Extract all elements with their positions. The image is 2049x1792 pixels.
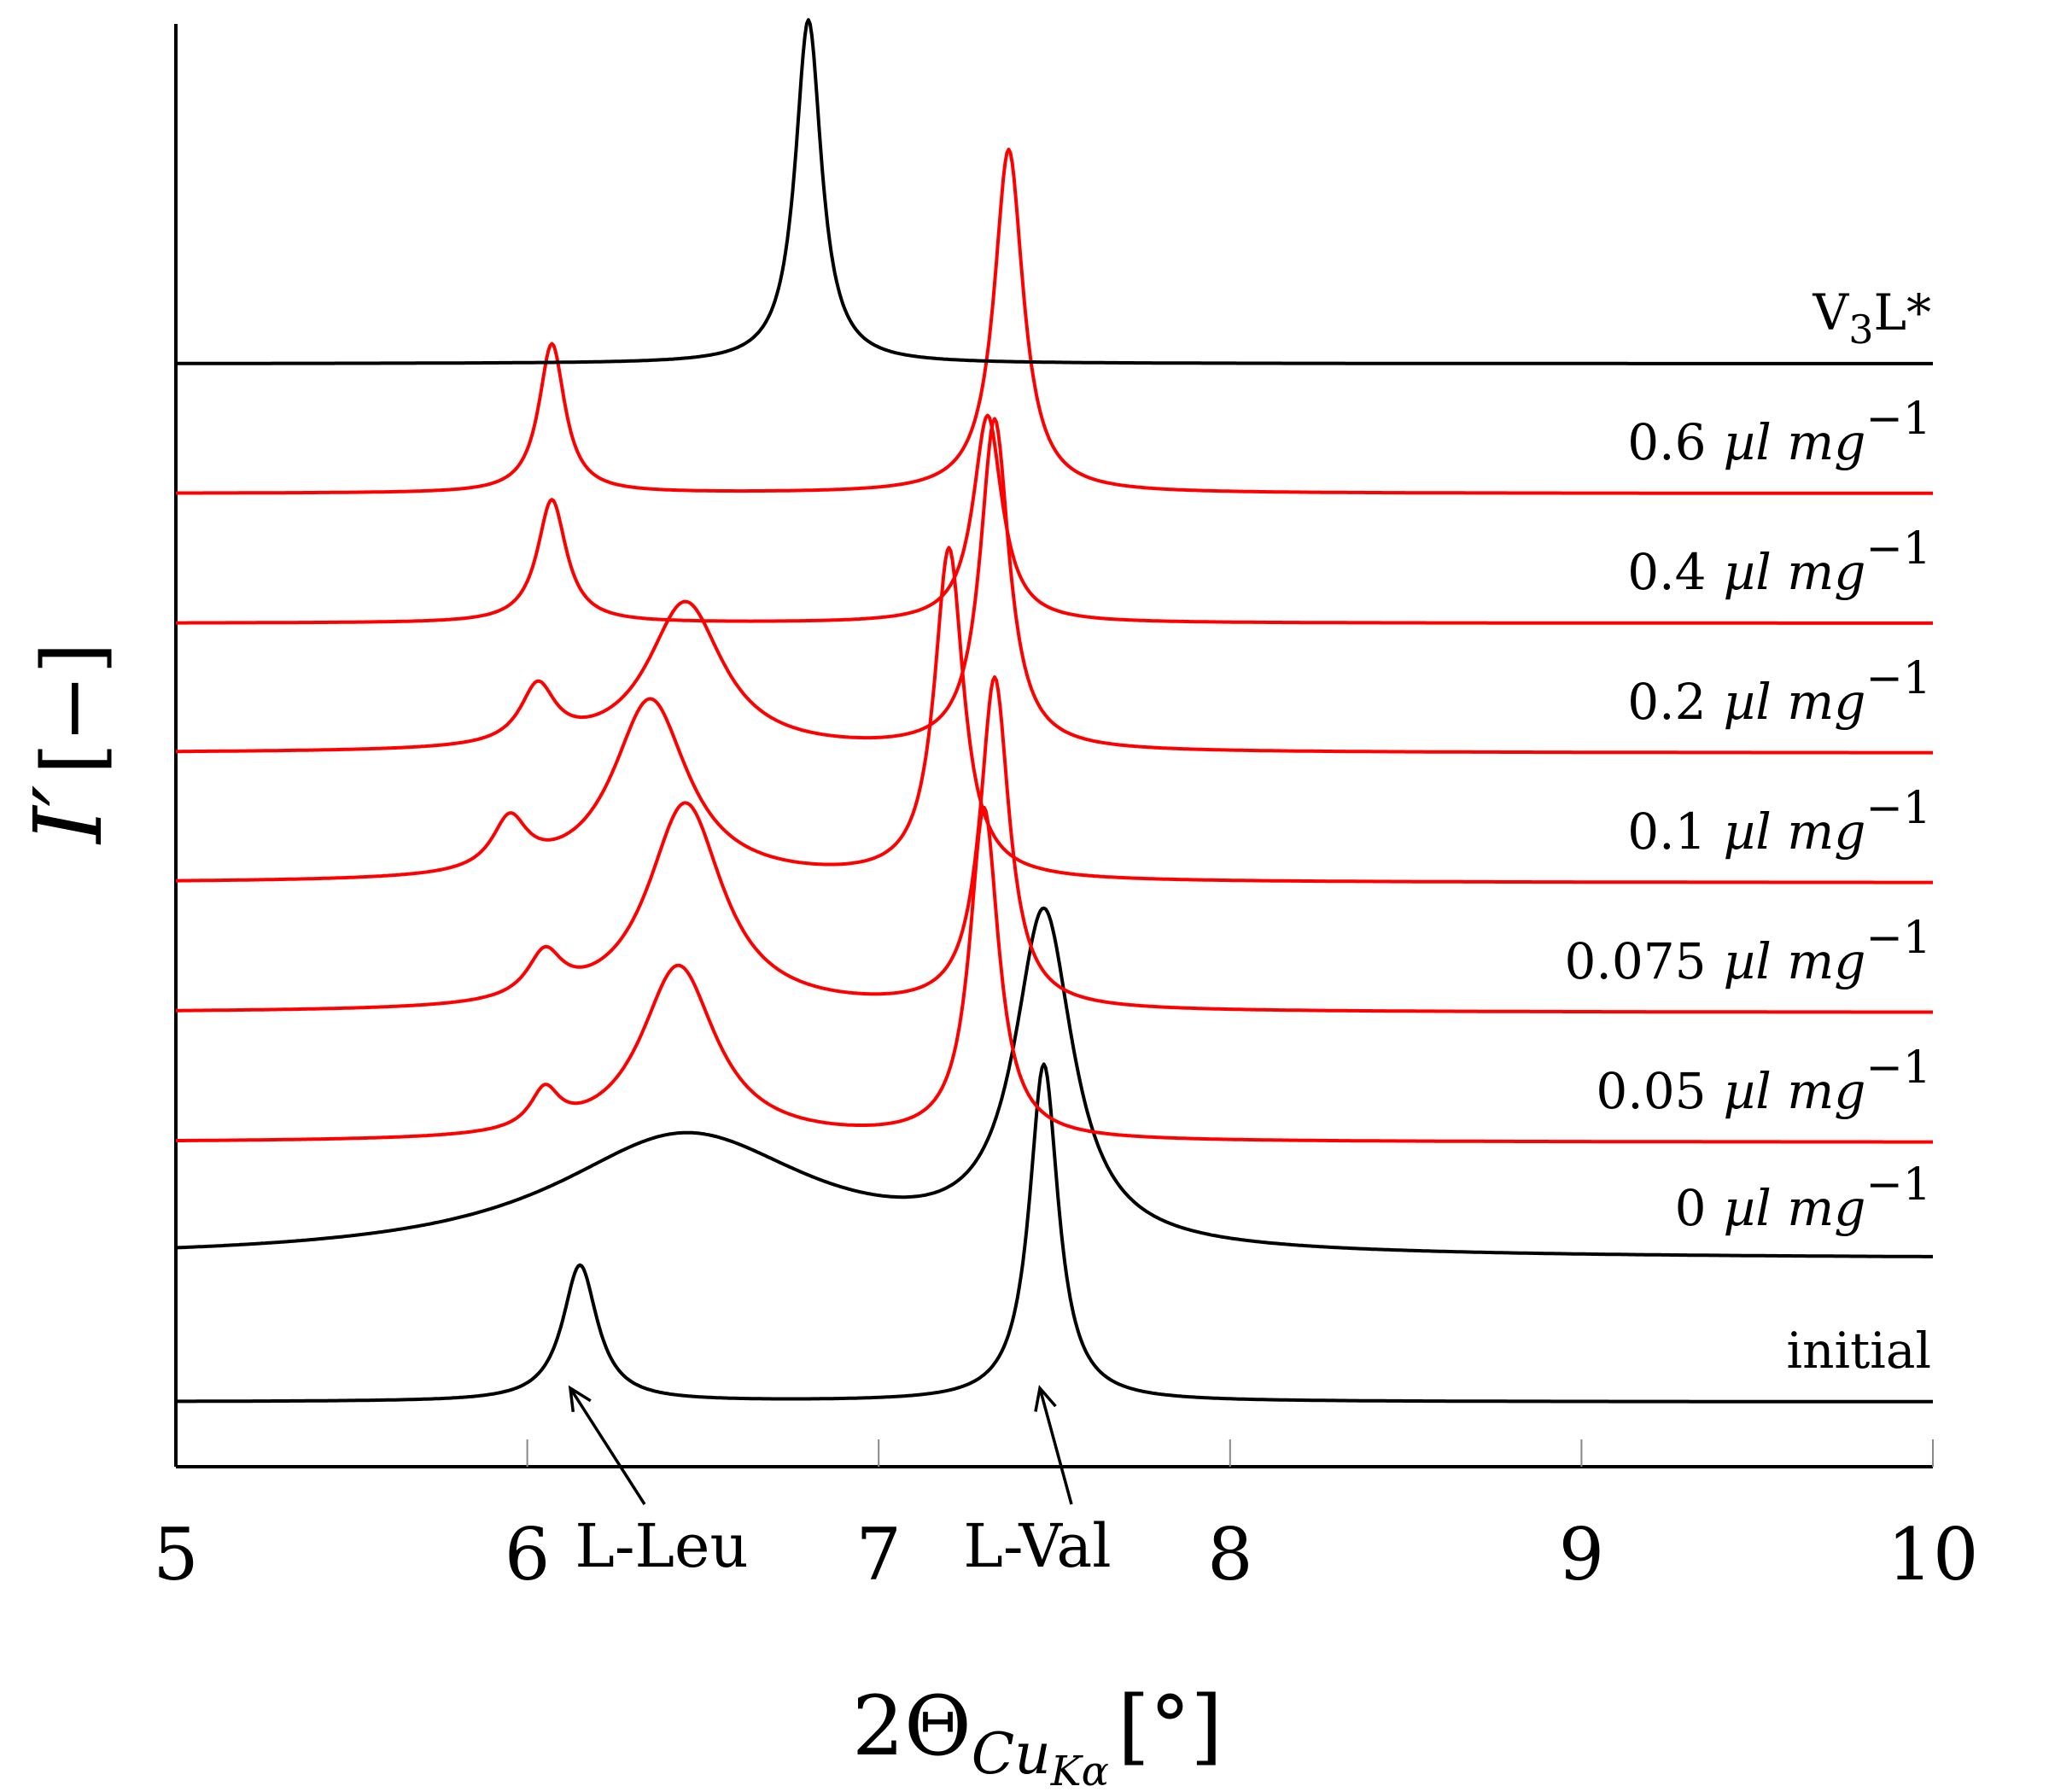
- y-axis-title-unit: [−]: [25, 642, 120, 774]
- series-label-2: 0.05 µl mg−1: [1596, 1042, 1931, 1120]
- series-label-unit: µl mg: [1724, 543, 1866, 601]
- x-tick-label-8: 8: [1207, 1513, 1252, 1596]
- series-label-exp: −1: [1865, 394, 1931, 445]
- annotations: L-Leu L-Val: [568, 1385, 1112, 1581]
- series-label-1: 0 µl mg−1: [1675, 1159, 1931, 1237]
- series-label-rest: L*: [1873, 283, 1931, 341]
- series-label-exp: −1: [1865, 653, 1931, 704]
- x-axis-title: 2ΘCuKα [°]: [852, 1678, 1223, 1792]
- series-label-exp: −1: [1865, 913, 1931, 964]
- x-axis-title-unit: [°]: [1118, 1678, 1223, 1774]
- annotation-arrow-head-1: [1034, 1385, 1057, 1412]
- series-line-2: [176, 805, 1933, 1144]
- series-label-unit: µl mg: [1724, 673, 1866, 731]
- series-line-1: [175, 906, 1933, 1258]
- series-label-unit: µl mg: [1724, 1179, 1866, 1237]
- series-label-unit: µl mg: [1724, 413, 1866, 471]
- x-axis-title-subsub: Kα: [1050, 1748, 1109, 1792]
- series-label-exp: −1: [1865, 783, 1931, 834]
- annotation-label-1: L-Val: [963, 1511, 1111, 1581]
- y-axis-title-main: I′: [14, 785, 123, 844]
- x-tick-label-6: 6: [505, 1513, 550, 1596]
- series-label-unit: µl mg: [1724, 1062, 1866, 1120]
- x-tick-label-7: 7: [855, 1513, 901, 1596]
- annotation-arrow-line-0: [569, 1387, 646, 1505]
- series-label-7: 0.6 µl mg−1: [1627, 394, 1931, 471]
- series-line-4: [176, 546, 1933, 884]
- series-label-value: 0.2: [1627, 673, 1706, 731]
- x-ticks: 5 6 7 8 9 10: [153, 1439, 1978, 1596]
- series-label-value: 0: [1675, 1179, 1707, 1237]
- x-axis-title-main: 2Θ: [852, 1678, 972, 1774]
- series-label-0: initial: [1787, 1322, 1931, 1380]
- series-line-0: [176, 1062, 1933, 1404]
- series-line-3: [176, 675, 1933, 1014]
- series-label-value: 0.05: [1596, 1062, 1706, 1120]
- annotation-arrow-line-1: [1038, 1387, 1073, 1505]
- x-tick-label-9: 9: [1559, 1513, 1604, 1596]
- x-tick-label-5: 5: [153, 1513, 198, 1596]
- x-axis-title-sub: Cu: [972, 1721, 1051, 1787]
- series-label-8: V3L*: [1812, 283, 1931, 353]
- x-tick-label-10: 10: [1888, 1513, 1979, 1596]
- series-label-5: 0.2 µl mg−1: [1627, 653, 1931, 731]
- series-label-6: 0.4 µl mg−1: [1627, 523, 1931, 601]
- series-group: [175, 18, 1933, 1404]
- series-label-value: 0.4: [1627, 543, 1706, 601]
- series-label-unit: µl mg: [1724, 803, 1866, 861]
- series-label-text: V: [1812, 283, 1849, 341]
- series-label-exp: −1: [1865, 1042, 1931, 1094]
- series-label-sub: 3: [1848, 306, 1873, 353]
- series-line-5: [176, 417, 1933, 755]
- series-label-text: initial: [1787, 1322, 1931, 1380]
- series-label-exp: −1: [1865, 523, 1931, 575]
- series-line-8: [176, 18, 1933, 365]
- series-label-unit: µl mg: [1724, 932, 1866, 990]
- series-label-value: 0.1: [1627, 803, 1706, 861]
- series-label-value: 0.075: [1564, 932, 1706, 990]
- series-label-4: 0.1 µl mg−1: [1627, 783, 1931, 861]
- annotation-arrow-head-0: [568, 1385, 592, 1413]
- series-line-7: [176, 148, 1933, 495]
- annotation-label-0: L-Leu: [575, 1511, 748, 1581]
- y-axis-title: I′ [−]: [14, 642, 123, 845]
- series-label-value: 0.6: [1627, 413, 1706, 471]
- series-label-3: 0.075 µl mg−1: [1564, 913, 1931, 990]
- series-label-exp: −1: [1865, 1159, 1931, 1211]
- series-line-6: [176, 413, 1933, 625]
